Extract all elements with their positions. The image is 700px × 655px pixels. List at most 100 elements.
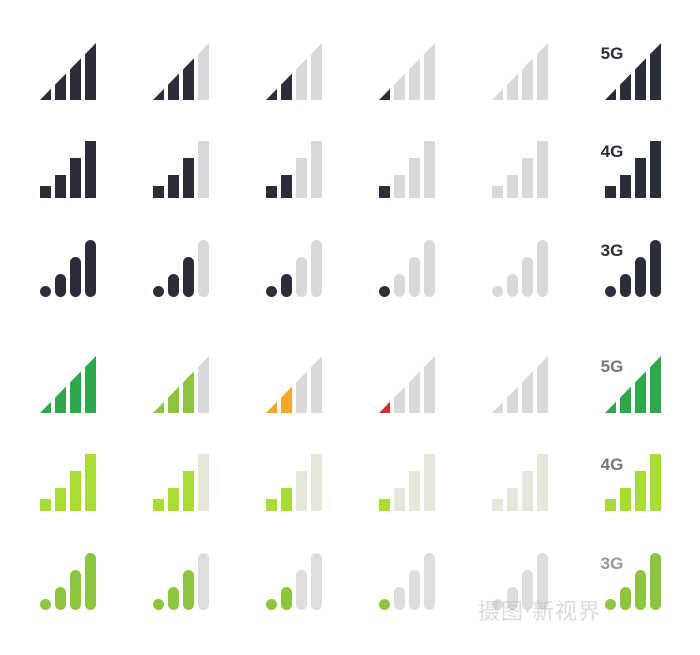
signal-bar-2: [168, 386, 179, 413]
signal-bar-4: [311, 240, 322, 297]
signal-bars-icon: [492, 454, 548, 511]
signal-dot: [605, 599, 616, 610]
signal-bar-2: [168, 587, 179, 610]
signal-bars-icon: [40, 141, 96, 198]
signal-bar-2: [507, 274, 518, 297]
signal-rounded-icon: [605, 553, 661, 610]
signal-bar-1: [153, 499, 164, 511]
signal-bars-icon: [492, 141, 548, 198]
signal-bar-4: [537, 553, 548, 610]
signal-bar-1: [605, 88, 616, 100]
signal-bars-icon: [40, 454, 96, 511]
signal-bars-icon: [153, 454, 209, 511]
signal-rounded-icon: [379, 553, 435, 610]
signal-bar-3: [522, 158, 533, 198]
signal-bar-3: [409, 471, 420, 511]
signal-rounded-icon: [266, 553, 322, 610]
signal-bars-icon: [605, 454, 661, 511]
network-4g-label: 4G: [601, 142, 624, 161]
signal-bar-1: [153, 186, 164, 198]
signal-bars-icon: [605, 141, 661, 198]
signal-bar-2: [55, 175, 66, 198]
signal-bar-2: [394, 175, 405, 198]
signal-bars-icon: [379, 141, 435, 198]
signal-bar-2: [620, 488, 631, 511]
signal-bar-3: [296, 371, 307, 413]
signal-bar-4: [198, 553, 209, 610]
signal-dot: [153, 286, 164, 297]
signal-bar-2: [507, 488, 518, 511]
signal-bar-1: [605, 401, 616, 413]
signal-bar-2: [281, 587, 292, 610]
signal-dot: [379, 599, 390, 610]
signal-bar-4: [650, 240, 661, 297]
signal-bar-4: [424, 43, 435, 100]
signal-bar-3: [296, 257, 307, 297]
signal-bar-3: [409, 58, 420, 100]
signal-bar-2: [55, 488, 66, 511]
signal-bar-2: [620, 386, 631, 413]
network-5g-label: 5G: [601, 357, 624, 376]
signal-bar-1: [153, 88, 164, 100]
signal-bar-1: [153, 401, 164, 413]
signal-bar-1: [605, 499, 616, 511]
signal-bar-4: [537, 356, 548, 413]
signal-bar-4: [650, 43, 661, 100]
signal-bar-3: [409, 257, 420, 297]
signal-bar-3: [522, 58, 533, 100]
signal-bar-1: [40, 401, 51, 413]
signal-bar-4: [85, 43, 96, 100]
signal-bar-3: [70, 58, 81, 100]
signal-bar-4: [650, 356, 661, 413]
signal-bar-1: [40, 499, 51, 511]
signal-triangle-icon: [153, 43, 209, 100]
signal-bar-3: [522, 371, 533, 413]
signal-bar-3: [409, 570, 420, 610]
signal-bar-4: [537, 454, 548, 511]
signal-dot: [40, 599, 51, 610]
signal-triangle-icon: [492, 356, 548, 413]
signal-bar-3: [70, 570, 81, 610]
signal-bar-3: [409, 371, 420, 413]
signal-bar-3: [635, 158, 646, 198]
signal-bar-2: [620, 587, 631, 610]
signal-triangle-icon: [492, 43, 548, 100]
signal-bar-1: [379, 401, 390, 413]
signal-bar-1: [605, 186, 616, 198]
signal-bar-1: [492, 401, 503, 413]
network-3g-label: 3G: [601, 241, 624, 260]
signal-bar-3: [183, 158, 194, 198]
signal-bar-2: [394, 587, 405, 610]
signal-bar-4: [85, 553, 96, 610]
signal-bar-1: [492, 88, 503, 100]
signal-triangle-icon: [40, 356, 96, 413]
signal-bar-3: [635, 371, 646, 413]
signal-bar-1: [266, 499, 277, 511]
signal-bar-3: [70, 158, 81, 198]
signal-bar-4: [424, 240, 435, 297]
signal-bar-4: [424, 356, 435, 413]
signal-bar-4: [424, 141, 435, 198]
signal-bar-4: [198, 141, 209, 198]
signal-bar-2: [507, 587, 518, 610]
signal-bar-2: [55, 73, 66, 100]
signal-bar-2: [394, 73, 405, 100]
signal-bar-1: [492, 186, 503, 198]
signal-bar-2: [281, 386, 292, 413]
watermark: 摄图·新视界: [478, 600, 601, 625]
signal-bar-2: [168, 488, 179, 511]
signal-bar-4: [537, 240, 548, 297]
signal-bar-3: [296, 158, 307, 198]
signal-bar-2: [281, 274, 292, 297]
signal-bar-4: [85, 141, 96, 198]
signal-bar-4: [198, 240, 209, 297]
signal-bar-2: [620, 73, 631, 100]
signal-bar-3: [296, 471, 307, 511]
signal-bar-1: [379, 499, 390, 511]
signal-bar-3: [296, 570, 307, 610]
signal-bars-icon: [266, 141, 322, 198]
signal-bar-1: [266, 401, 277, 413]
signal-triangle-icon: [266, 43, 322, 100]
signal-rounded-icon: [605, 240, 661, 297]
signal-bar-1: [40, 88, 51, 100]
